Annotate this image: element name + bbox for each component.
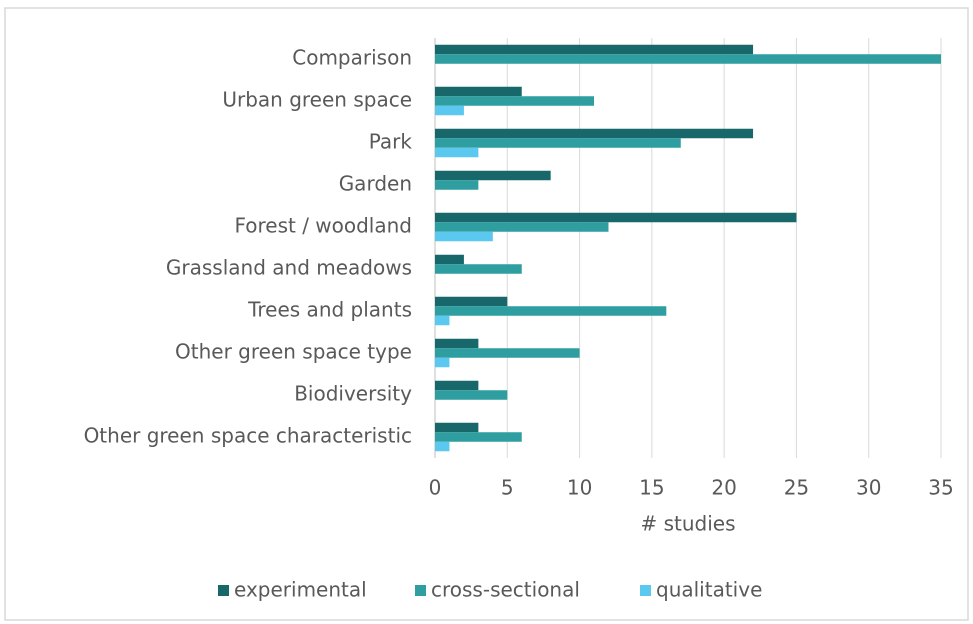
- legend-label: cross-sectional: [431, 578, 580, 602]
- bar: [435, 231, 493, 242]
- y-tick-label: Other green space characteristic: [84, 424, 412, 448]
- x-tick-label: 0: [429, 476, 442, 500]
- bar: [435, 441, 450, 452]
- x-tick-label: 25: [784, 476, 809, 500]
- bar: [435, 86, 522, 97]
- bar: [435, 306, 667, 316]
- y-tick-label: Comparison: [292, 46, 412, 70]
- bar: [435, 315, 450, 326]
- bar: [435, 422, 479, 433]
- legend-swatch: [640, 585, 651, 596]
- bar: [435, 348, 580, 358]
- x-tick-label: 5: [501, 476, 514, 500]
- bar: [435, 147, 479, 158]
- bar: [435, 357, 450, 368]
- bar: [435, 254, 464, 265]
- bar: [435, 380, 479, 391]
- y-tick-label: Trees and plants: [247, 298, 412, 322]
- bar: [435, 212, 797, 223]
- x-tick-label: 10: [567, 476, 592, 500]
- y-tick-label: Garden: [339, 172, 412, 196]
- legend-label: qualitative: [656, 578, 762, 602]
- y-tick-label: Grassland and meadows: [166, 256, 412, 280]
- x-tick-label: 15: [639, 476, 664, 500]
- bar: [435, 105, 464, 116]
- bar: [435, 138, 681, 148]
- x-tick-label: 35: [928, 476, 953, 500]
- bar: [435, 222, 609, 232]
- y-tick-label: Other green space type: [175, 340, 412, 364]
- legend-swatch: [218, 585, 229, 596]
- y-tick-label: Park: [369, 130, 413, 154]
- y-tick-label: Urban green space: [222, 88, 412, 112]
- bar: [435, 264, 522, 274]
- legend-swatch: [415, 585, 426, 596]
- x-axis-label: # studies: [640, 512, 735, 536]
- bar: [435, 128, 754, 139]
- y-tick-label: Biodiversity: [294, 382, 412, 406]
- y-tick-label: Forest / woodland: [234, 214, 412, 238]
- bar: [435, 180, 479, 190]
- bar: [435, 390, 508, 400]
- bar: [435, 338, 479, 349]
- bar: [435, 432, 522, 442]
- x-tick-label: 30: [856, 476, 881, 500]
- bar: [435, 54, 941, 64]
- bar: [435, 296, 508, 307]
- bar: [435, 96, 595, 106]
- x-tick-label: 20: [711, 476, 736, 500]
- bar: [435, 44, 754, 55]
- bar: [435, 170, 551, 181]
- legend-label: experimental: [234, 578, 367, 602]
